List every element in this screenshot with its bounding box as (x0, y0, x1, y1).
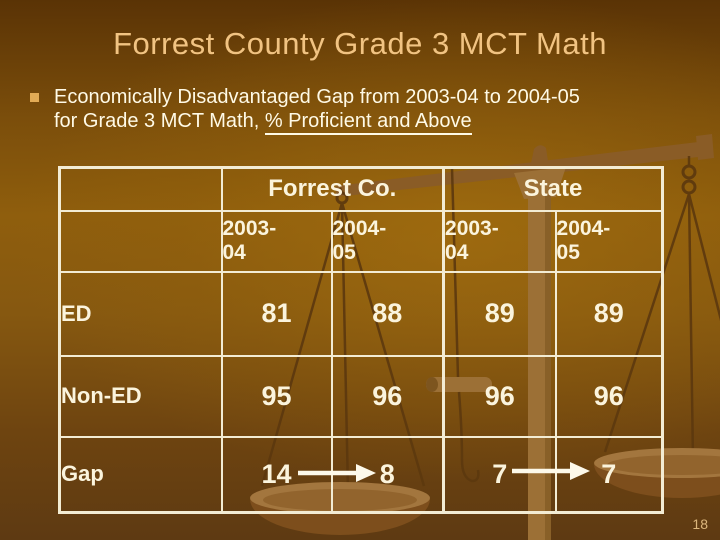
page-number: 18 (692, 516, 708, 532)
value-cell: 89 (554, 270, 664, 357)
value-cell: 89 (442, 270, 557, 357)
year-header: 2004- 05 (330, 209, 445, 273)
year-header: 2003- 04 (220, 209, 333, 273)
value-cell: 95 (220, 354, 333, 438)
slide-title: Forrest County Grade 3 MCT Math (113, 26, 607, 61)
results-table: Forrest Co. State 2003- 04 2004- 05 2003- 0… (58, 166, 665, 514)
value-cell: 81 (220, 270, 333, 357)
year-header: 2003- 04 (442, 209, 557, 273)
group-header-state: State (442, 166, 664, 212)
value-cell: 7 (442, 435, 557, 514)
value-cell: 7 (554, 435, 664, 514)
year-header: 2004- 05 (554, 209, 664, 273)
value-cell: 96 (330, 354, 445, 438)
value-cell: 96 (442, 354, 557, 438)
row-label: Gap (58, 435, 223, 514)
row-label: Non-ED (58, 354, 223, 438)
table-corner-cell (58, 209, 223, 273)
table-row-ed: ED 81 88 89 89 (58, 270, 664, 357)
table-row-non-ed: Non-ED 95 96 96 96 (58, 354, 664, 438)
table-row-gap: Gap 14 8 7 7 (58, 435, 664, 514)
row-label: ED (58, 270, 223, 357)
bullet-text-line1: Economically Disadvantaged Gap from 2003… (54, 86, 580, 108)
bullet-text: Economically Disadvantaged Gap from 2003… (54, 85, 580, 135)
value-cell: 14 (220, 435, 333, 514)
table-corner-cell (58, 166, 223, 212)
value-cell: 88 (330, 270, 445, 357)
value-cell: 96 (554, 354, 664, 438)
bullet-marker-icon (30, 93, 39, 102)
group-header-forrest: Forrest Co. (220, 166, 445, 212)
bullet-text-underlined: % Proficient and Above (264, 110, 472, 135)
bullet-text-line2: for Grade 3 MCT Math, (54, 110, 265, 132)
value-cell: 8 (330, 435, 445, 514)
bullet-item: Economically Disadvantaged Gap from 2003… (30, 85, 680, 135)
